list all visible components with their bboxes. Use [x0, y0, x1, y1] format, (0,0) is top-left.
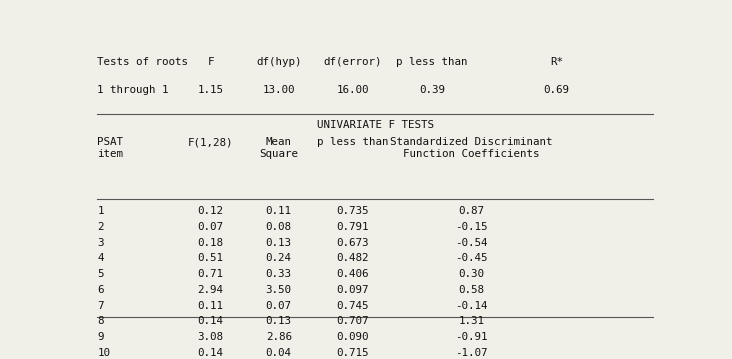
Text: 0.33: 0.33: [266, 269, 292, 279]
Text: 3.50: 3.50: [266, 285, 292, 295]
Text: 0.71: 0.71: [198, 269, 224, 279]
Text: 4: 4: [97, 253, 104, 264]
Text: 0.715: 0.715: [336, 348, 369, 358]
Text: -0.14: -0.14: [455, 301, 488, 311]
Text: 0.08: 0.08: [266, 222, 292, 232]
Text: Tests of roots: Tests of roots: [97, 57, 188, 67]
Text: 0.30: 0.30: [458, 269, 485, 279]
Text: 0.791: 0.791: [336, 222, 369, 232]
Text: 6: 6: [97, 285, 104, 295]
Text: 0.406: 0.406: [336, 269, 369, 279]
Text: 2: 2: [97, 222, 104, 232]
Text: 7: 7: [97, 301, 104, 311]
Text: 2.86: 2.86: [266, 332, 292, 342]
Text: 13.00: 13.00: [263, 85, 295, 94]
Text: 16.00: 16.00: [336, 85, 369, 94]
Text: 1.31: 1.31: [458, 317, 485, 326]
Text: 9: 9: [97, 332, 104, 342]
Text: UNIVARIATE F TESTS: UNIVARIATE F TESTS: [317, 121, 433, 130]
Text: 0.12: 0.12: [198, 206, 224, 216]
Text: 1.15: 1.15: [198, 85, 224, 94]
Text: 0.745: 0.745: [336, 301, 369, 311]
Text: 0.090: 0.090: [336, 332, 369, 342]
Text: 0.07: 0.07: [266, 301, 292, 311]
Text: p less than: p less than: [396, 57, 468, 67]
Text: R*: R*: [550, 57, 563, 67]
Text: df(hyp): df(hyp): [256, 57, 302, 67]
Text: 0.69: 0.69: [544, 85, 569, 94]
Text: 0.482: 0.482: [336, 253, 369, 264]
Text: Standardized Discriminant
Function Coefficients: Standardized Discriminant Function Coeff…: [390, 137, 553, 159]
Text: 1: 1: [97, 206, 104, 216]
Text: 1 through 1: 1 through 1: [97, 85, 168, 94]
Text: F: F: [207, 57, 214, 67]
Text: p less than: p less than: [317, 137, 388, 147]
Text: -0.45: -0.45: [455, 253, 488, 264]
Text: Mean
Square: Mean Square: [259, 137, 298, 159]
Text: 3.08: 3.08: [198, 332, 224, 342]
Text: 5: 5: [97, 269, 104, 279]
Text: 8: 8: [97, 317, 104, 326]
Text: 3: 3: [97, 238, 104, 248]
Text: 0.18: 0.18: [198, 238, 224, 248]
Text: 0.14: 0.14: [198, 317, 224, 326]
Text: 0.24: 0.24: [266, 253, 292, 264]
Text: 0.13: 0.13: [266, 238, 292, 248]
Text: df(error): df(error): [324, 57, 381, 67]
Text: 0.735: 0.735: [336, 206, 369, 216]
Text: 0.11: 0.11: [266, 206, 292, 216]
Text: 0.13: 0.13: [266, 317, 292, 326]
Text: 2.94: 2.94: [198, 285, 224, 295]
Text: -1.07: -1.07: [455, 348, 488, 358]
Text: 0.14: 0.14: [198, 348, 224, 358]
Text: 0.58: 0.58: [458, 285, 485, 295]
Text: F(1,28): F(1,28): [188, 137, 234, 147]
Text: -0.54: -0.54: [455, 238, 488, 248]
Text: 0.707: 0.707: [336, 317, 369, 326]
Text: 0.39: 0.39: [419, 85, 445, 94]
Text: -0.91: -0.91: [455, 332, 488, 342]
Text: -0.15: -0.15: [455, 222, 488, 232]
Text: 0.097: 0.097: [336, 285, 369, 295]
Text: 0.673: 0.673: [336, 238, 369, 248]
Text: 10: 10: [97, 348, 111, 358]
Text: 0.07: 0.07: [198, 222, 224, 232]
Text: PSAT
item: PSAT item: [97, 137, 123, 159]
Text: 0.11: 0.11: [198, 301, 224, 311]
Text: 0.04: 0.04: [266, 348, 292, 358]
Text: 0.51: 0.51: [198, 253, 224, 264]
Text: 0.87: 0.87: [458, 206, 485, 216]
